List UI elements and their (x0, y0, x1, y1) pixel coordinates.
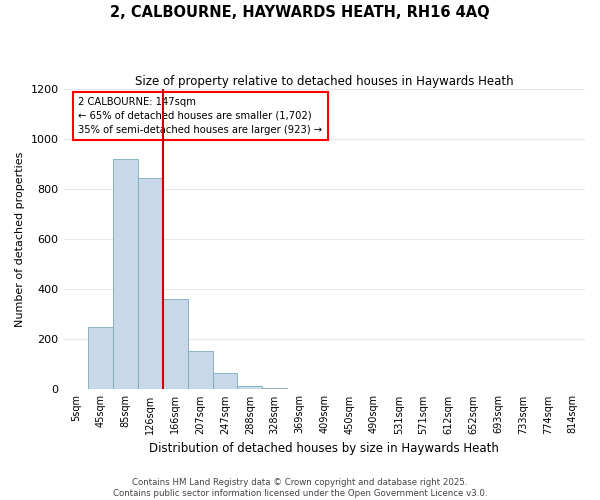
Y-axis label: Number of detached properties: Number of detached properties (15, 152, 25, 327)
Text: 2, CALBOURNE, HAYWARDS HEATH, RH16 4AQ: 2, CALBOURNE, HAYWARDS HEATH, RH16 4AQ (110, 5, 490, 20)
Bar (188, 350, 212, 390)
X-axis label: Distribution of detached houses by size in Haywards Heath: Distribution of detached houses by size … (149, 442, 499, 455)
Bar (262, 388, 287, 390)
Bar (64, 389, 88, 390)
Text: 2 CALBOURNE: 147sqm
← 65% of detached houses are smaller (1,702)
35% of semi-det: 2 CALBOURNE: 147sqm ← 65% of detached ho… (79, 96, 323, 134)
Title: Size of property relative to detached houses in Haywards Heath: Size of property relative to detached ho… (135, 75, 514, 88)
Bar (88, 328, 113, 390)
Bar (238, 386, 262, 390)
Text: Contains HM Land Registry data © Crown copyright and database right 2025.
Contai: Contains HM Land Registry data © Crown c… (113, 478, 487, 498)
Bar (138, 178, 163, 390)
Bar (212, 373, 238, 390)
Bar (113, 159, 138, 390)
Bar (163, 300, 188, 390)
